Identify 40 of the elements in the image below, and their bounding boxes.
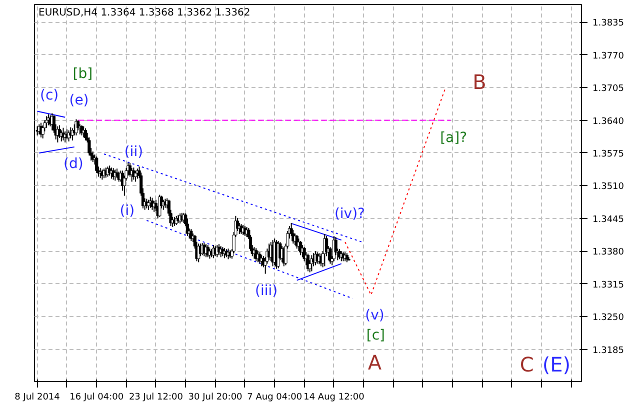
- annotation: (iv)?: [334, 206, 365, 222]
- candlestick: [258, 252, 262, 264]
- annotation: [a]?: [440, 130, 468, 146]
- candlestick: [134, 170, 138, 182]
- candlestick: [84, 128, 88, 141]
- chart-title: EURUSD,H4 1.3364 1.3368 1.3362 1.3362: [38, 8, 250, 18]
- annotation: (e): [69, 92, 89, 109]
- annotation: A: [368, 350, 382, 374]
- y-tick-label: 1.3250: [592, 313, 624, 324]
- annotation: C: [520, 352, 534, 376]
- annotation: (v): [365, 308, 384, 324]
- annotation: [b]: [72, 66, 93, 82]
- y-tick-label: 1.3185: [592, 346, 624, 356]
- x-tick-label: 23 Jul 12:00: [128, 392, 184, 402]
- x-tick-label: 7 Aug 04:00: [247, 392, 302, 402]
- x-tick-label: 14 Aug 12:00: [304, 392, 365, 402]
- annotation: [c]: [366, 328, 385, 344]
- candlestick: [41, 124, 44, 139]
- annotation: (E): [542, 352, 571, 376]
- y-tick-label: 1.3445: [592, 214, 624, 225]
- x-tick-label: 30 Jul 20:00: [188, 392, 243, 402]
- y-tick-label: 1.3380: [592, 248, 624, 258]
- y-tick-label: 1.3770: [592, 51, 624, 62]
- x-tick-label: 16 Jul 04:00: [70, 392, 124, 402]
- annotation: (c): [40, 88, 59, 104]
- annotation: B: [472, 70, 486, 94]
- annotation: (ii): [124, 144, 144, 160]
- y-tick-label: 1.3835: [592, 18, 624, 29]
- y-tick-label: 1.3705: [592, 84, 624, 94]
- annotation: (d): [64, 156, 84, 172]
- x-tick-label: 8 Jul 2014: [14, 392, 60, 402]
- annotation: (iii): [254, 282, 278, 299]
- candlestick: [45, 116, 48, 128]
- y-tick-label: 1.3640: [592, 116, 624, 127]
- y-tick-label: 1.3575: [592, 149, 624, 160]
- candlestick: [115, 168, 119, 179]
- y-tick-label: 1.3315: [592, 280, 624, 290]
- y-tick-label: 1.3510: [592, 182, 624, 192]
- annotation: (i): [120, 202, 135, 219]
- candlestick: [146, 199, 150, 210]
